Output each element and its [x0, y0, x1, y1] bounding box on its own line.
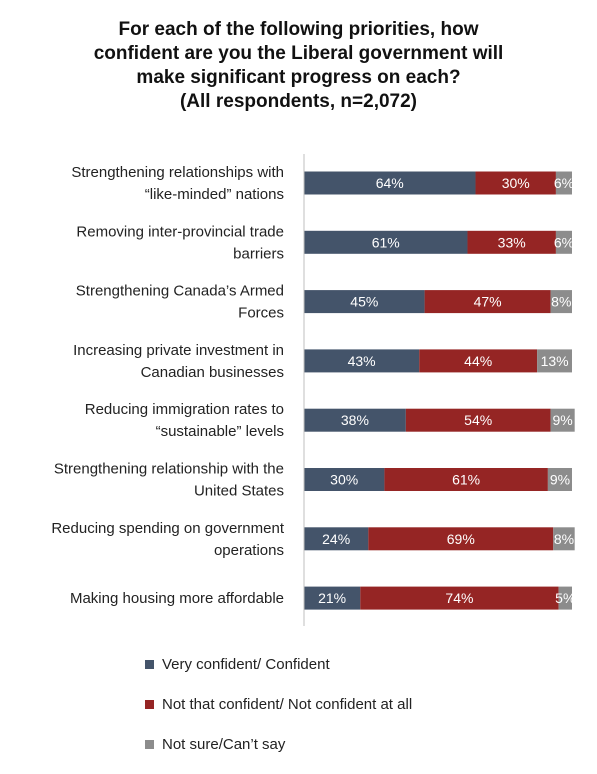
category-label: “like-minded” nations: [145, 186, 284, 203]
data-label: 6%: [554, 175, 574, 191]
bar-segment: [304, 408, 406, 432]
data-label: 8%: [554, 531, 574, 547]
data-label: 30%: [502, 175, 530, 191]
bar-segment: [550, 290, 572, 314]
category-label: Forces: [238, 305, 284, 322]
bar-segment: [467, 230, 556, 254]
data-label: 54%: [464, 412, 492, 428]
category-label: Reducing immigration rates to: [85, 401, 284, 418]
bar-segment: [304, 349, 420, 373]
data-label: 45%: [350, 294, 378, 310]
title-line-4: (All respondents, n=2,072): [179, 91, 418, 112]
legend-swatch-not-confident: [145, 699, 154, 709]
category-label: Removing inter-provincial trade: [76, 223, 284, 240]
data-label: 64%: [376, 175, 404, 191]
bar-segment: [368, 527, 554, 551]
legend-item-not-sure: Not sure/Can’t say: [145, 734, 412, 754]
bar-segment: [547, 468, 572, 491]
category-label: Strengthening relationship with the: [54, 461, 284, 478]
bar-segment: [405, 408, 551, 432]
bar-segment: [555, 230, 572, 254]
category-label: Strengthening Canada’s Armed: [76, 283, 284, 300]
legend-label-not-confident: Not that confident/ Not confident at all: [162, 695, 413, 713]
bar-segment: [304, 586, 361, 610]
bar-segment: [537, 349, 572, 373]
bar-segment: [555, 171, 572, 195]
bar-segment: [304, 290, 425, 314]
title-line-2: confident are you the Liberal government…: [93, 43, 504, 64]
bar-segment: [384, 468, 548, 491]
bar-segment: [558, 586, 572, 610]
bar-segment: [304, 230, 468, 254]
data-label: 6%: [554, 234, 574, 250]
category-label: Reducing spending on government: [51, 520, 284, 537]
category-label: operations: [214, 542, 284, 559]
bar-segment: [550, 408, 575, 432]
data-label: 44%: [464, 353, 492, 369]
bar-segment: [360, 586, 559, 610]
title-line-1: For each of the following priorities, ho…: [118, 19, 479, 40]
data-label: 9%: [550, 472, 570, 488]
legend-label-confident: Very confident/ Confident: [162, 655, 330, 673]
stacked-bar-chart: Strengthening relationships with “like-mi…: [51, 154, 575, 626]
data-label: 74%: [445, 590, 473, 606]
legend: Very confident/ Confident Not that confi…: [145, 654, 412, 774]
data-label: 13%: [541, 353, 569, 369]
bar-segment: [475, 171, 556, 195]
data-label: 30%: [330, 472, 358, 488]
bar-segment: [304, 171, 476, 195]
category-label: Making housing more affordable: [70, 590, 284, 607]
data-label: 5%: [555, 590, 575, 606]
legend-swatch-not-sure: [145, 739, 154, 749]
category-label: Increasing private investment in: [73, 342, 284, 359]
category-label: Canadian businesses: [141, 364, 284, 381]
data-label: 38%: [341, 412, 369, 428]
category-label: barriers: [233, 245, 284, 262]
legend-item-confident: Very confident/ Confident: [145, 654, 412, 674]
bar-segment: [304, 468, 385, 491]
bar-segment: [553, 527, 575, 551]
category-label: Strengthening relationships with: [71, 164, 284, 181]
data-label: 69%: [447, 531, 475, 547]
bar-segment: [424, 290, 551, 314]
data-label: 21%: [318, 590, 346, 606]
data-label: 43%: [348, 353, 376, 369]
data-label: 61%: [452, 472, 480, 488]
bar-segment: [304, 527, 369, 551]
data-label: 33%: [498, 234, 526, 250]
data-label: 47%: [474, 294, 502, 310]
category-label: “sustainable” levels: [156, 423, 284, 440]
category-label: United States: [194, 483, 284, 500]
data-label: 8%: [551, 294, 571, 310]
chart-title: For each of the following priorities, ho…: [0, 18, 597, 114]
data-label: 24%: [322, 531, 350, 547]
legend-swatch-confident: [145, 659, 154, 669]
title-line-3: make significant progress on each?: [136, 67, 461, 88]
bar-segment: [419, 349, 538, 373]
data-label: 9%: [553, 412, 573, 428]
legend-item-not-confident: Not that confident/ Not confident at all: [145, 694, 412, 714]
data-label: 61%: [372, 234, 400, 250]
legend-label-not-sure: Not sure/Can’t say: [162, 735, 286, 753]
